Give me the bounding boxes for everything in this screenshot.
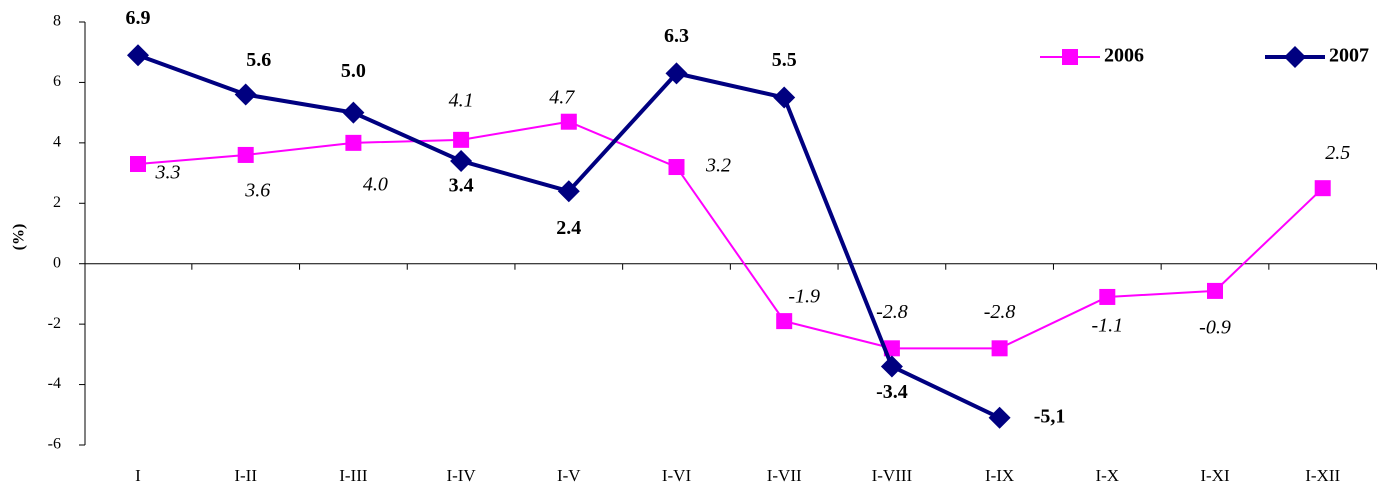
x-tick-label: I-V <box>557 466 581 485</box>
series-line <box>137 120 1324 350</box>
legend-label: 2007 <box>1329 45 1369 67</box>
x-tick-label: I-VI <box>662 466 692 485</box>
x-tick-label: I-X <box>1095 466 1119 485</box>
x-tick-label: I-XII <box>1305 466 1340 485</box>
data-label: 6.9 <box>126 7 151 29</box>
marker <box>773 86 796 109</box>
marker <box>127 44 149 67</box>
legend-marker <box>1062 49 1078 65</box>
data-label: -1.9 <box>788 286 820 308</box>
data-label: 5.5 <box>772 49 797 71</box>
x-tick-label: I-VII <box>767 466 802 485</box>
marker <box>345 134 362 151</box>
y-tick-label: 4 <box>53 134 61 151</box>
marker <box>453 131 470 148</box>
legend-marker <box>1284 46 1306 68</box>
marker <box>988 406 1011 429</box>
x-tick-label: I-II <box>234 466 257 485</box>
y-tick-label: -2 <box>48 315 61 332</box>
y-tick-label: 0 <box>53 254 61 271</box>
x-tick-label: I-XI <box>1200 466 1230 485</box>
data-label: -2.8 <box>984 301 1016 323</box>
x-tick-label: I <box>135 466 141 485</box>
x-tick-label: I-IX <box>985 466 1014 485</box>
marker <box>450 149 473 172</box>
marker <box>560 113 577 130</box>
marker <box>130 156 146 173</box>
x-tick-label: I-III <box>339 466 368 485</box>
data-label: -0.9 <box>1199 317 1231 339</box>
x-tick-label: I-IV <box>446 466 476 485</box>
data-label: -5,1 <box>1034 405 1066 427</box>
marker <box>991 340 1008 357</box>
y-tick-label: -4 <box>48 375 61 392</box>
legend-label: 2006 <box>1104 45 1144 67</box>
data-label: 5.0 <box>341 60 366 82</box>
data-label: 4.0 <box>363 173 388 195</box>
marker <box>776 313 793 330</box>
y-tick-label: 6 <box>53 73 61 90</box>
y-tick-label: 2 <box>53 194 61 211</box>
data-label: 2.5 <box>1325 142 1350 164</box>
data-label: 3.6 <box>244 180 270 202</box>
data-label: 5.6 <box>246 49 271 71</box>
marker <box>557 180 580 203</box>
data-label: -2.8 <box>876 301 908 323</box>
marker <box>665 62 688 85</box>
x-tick-label: I-VIII <box>872 466 913 485</box>
marker <box>1207 282 1223 299</box>
marker <box>237 146 254 163</box>
data-label: 3.3 <box>155 162 181 184</box>
marker <box>1099 288 1116 305</box>
y-axis-label: (%) <box>11 224 28 251</box>
data-label: 4.1 <box>449 89 474 111</box>
marker <box>880 355 903 378</box>
data-label: 3.4 <box>449 175 474 197</box>
marker <box>234 83 257 106</box>
marker <box>1314 180 1331 197</box>
data-label: 3.2 <box>705 155 731 177</box>
y-tick-label: 8 <box>53 13 61 30</box>
data-label: 6.3 <box>664 25 689 47</box>
data-label: 4.7 <box>549 86 575 108</box>
data-label: -3.4 <box>876 381 908 403</box>
marker <box>668 159 685 176</box>
data-label: -1.1 <box>1091 315 1123 337</box>
marker <box>342 101 365 124</box>
data-label: 2.4 <box>556 217 581 239</box>
y-tick-label: -6 <box>48 436 61 453</box>
